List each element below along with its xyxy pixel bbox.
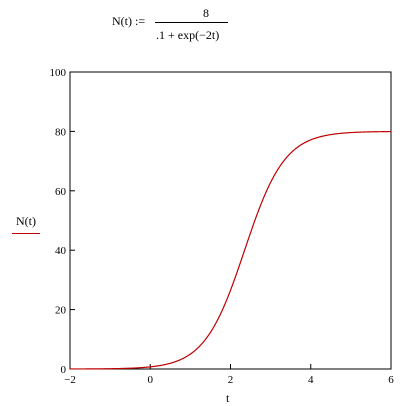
formula: N(t) := 8 .1 + exp(−2t): [0, 0, 410, 60]
x-tick-label: 6: [388, 374, 394, 386]
formula-denominator: .1 + exp(−2t): [156, 28, 220, 42]
y-tick-label: 20: [55, 305, 67, 317]
y-axis-label-block: N(t): [8, 214, 44, 234]
y-tick-label: 100: [50, 67, 67, 79]
formula-numerator: 8: [203, 6, 209, 20]
x-axis-label: t: [226, 391, 230, 405]
plot-frame: [69, 71, 392, 370]
y-axis-label: N(t): [16, 214, 36, 228]
x-tick-label: 2: [228, 374, 234, 386]
legend-line-swatch: [12, 233, 40, 234]
series-line: [70, 130, 392, 370]
fraction-bar: [155, 22, 228, 23]
formula-lhs: N(t) :=: [112, 14, 146, 28]
series-group: [70, 130, 392, 370]
y-tick-label: 40: [55, 245, 67, 257]
y-tick-label: 0: [61, 364, 67, 376]
x-tick-label: 4: [308, 374, 314, 386]
y-tick-label: 60: [55, 186, 67, 198]
x-tick-label: −2: [64, 374, 76, 386]
x-tick-label: 0: [148, 374, 154, 386]
y-tick-label: 80: [55, 126, 67, 138]
